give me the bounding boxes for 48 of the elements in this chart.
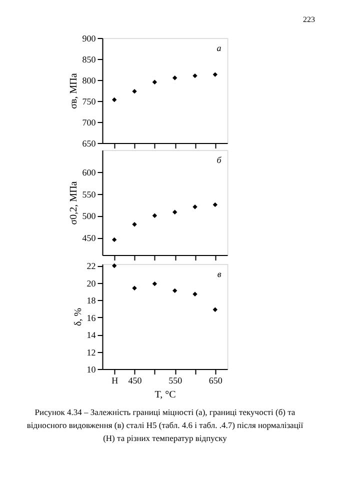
point — [192, 292, 198, 296]
y-tick-label: 550 — [82, 189, 96, 200]
annotation: б — [216, 155, 222, 165]
text: Рисунок 4.34 – Залежність границі міцності (а), границі текучості (б) та відносного видовження (в) сталі Н5 (табл. 4.6 і табл. .4.7) після нормалізації (Н) та різних температур відпуску — [26, 407, 304, 443]
text: 223 — [303, 15, 315, 24]
y-tick-label: 850 — [82, 54, 96, 64]
y-tick-label: 10 — [86, 364, 96, 374]
y-tick-label: 650 — [82, 138, 96, 148]
point — [192, 204, 198, 210]
x-tick-label: Н — [112, 376, 119, 386]
y-tick-label: 900 — [82, 34, 96, 44]
point — [172, 76, 178, 80]
point — [212, 202, 218, 208]
y-tick-label: 22 — [86, 261, 96, 272]
x-tick-label: 650 — [208, 376, 223, 386]
y-tick-label: 750 — [82, 96, 96, 106]
point — [212, 72, 218, 77]
y-tick-label: 700 — [82, 118, 96, 128]
y-tick-label: 600 — [82, 167, 96, 178]
point — [172, 210, 178, 214]
x-axis-title: T, °C — [154, 390, 176, 400]
y-tick-label: 18 — [86, 296, 96, 306]
point — [172, 288, 178, 294]
y-axis-title: δ, % — [72, 308, 84, 326]
point — [132, 286, 137, 290]
y-tick-label: 20 — [86, 278, 96, 288]
point — [152, 80, 158, 84]
y-tick-label: 12 — [86, 347, 96, 358]
point — [112, 237, 117, 242]
point — [112, 263, 117, 268]
point — [192, 73, 198, 78]
point — [152, 281, 158, 286]
annotation: в — [217, 269, 222, 279]
y-tick-label: 14 — [86, 330, 96, 340]
point — [132, 88, 137, 94]
y-axis-title: σ0,2, МПа — [68, 180, 80, 225]
point — [152, 213, 158, 218]
point — [112, 97, 117, 102]
x-tick-label: 550 — [168, 376, 183, 386]
x-tick-label: 450 — [128, 376, 142, 386]
y-tick-label: 500 — [82, 211, 96, 222]
y-tick-label: 800 — [82, 76, 96, 86]
y-axis-title: σв, МПа — [68, 72, 80, 109]
point — [132, 222, 137, 227]
y-tick-label: 16 — [86, 312, 96, 323]
point — [212, 307, 218, 312]
annotation: а — [216, 43, 222, 53]
y-tick-label: 450 — [82, 233, 96, 243]
